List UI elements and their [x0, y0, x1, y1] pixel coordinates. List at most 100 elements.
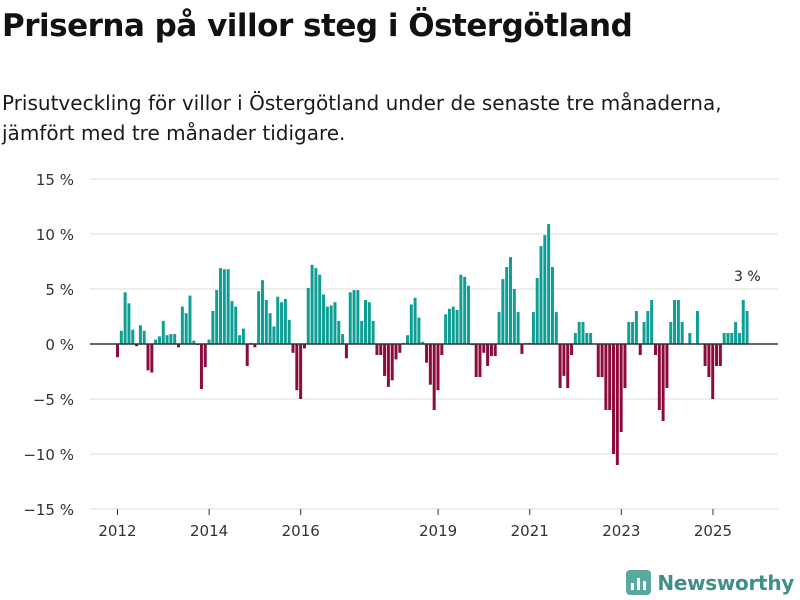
- x-axis: 2012 2014 2016 2019 2021 2023 2025: [98, 509, 732, 540]
- bar: [478, 344, 482, 377]
- bar: [539, 246, 543, 344]
- bar: [627, 322, 631, 344]
- bar: [299, 344, 303, 399]
- x-tick-label: 2012: [98, 522, 136, 540]
- bar: [257, 291, 261, 344]
- bar: [467, 285, 471, 344]
- bar: [165, 335, 169, 344]
- bar: [745, 311, 749, 344]
- bar: [241, 328, 245, 344]
- bar: [154, 339, 158, 344]
- bar: [669, 322, 673, 344]
- bar: [558, 344, 562, 388]
- bar: [428, 344, 432, 385]
- bar: [550, 267, 554, 344]
- bar: [566, 344, 570, 388]
- bar: [734, 322, 738, 344]
- bar: [295, 344, 299, 391]
- bar: [341, 334, 345, 344]
- bar: [451, 306, 455, 344]
- bar: [184, 313, 188, 344]
- bar: [631, 322, 635, 344]
- bar: [516, 312, 520, 344]
- bar: [398, 344, 402, 353]
- bar: [646, 311, 650, 344]
- chart-subtitle: Prisutveckling för villor i Östergötland…: [2, 91, 722, 145]
- bar: [642, 322, 646, 344]
- bar: [268, 313, 272, 344]
- bar: [554, 312, 558, 344]
- bar: [188, 295, 192, 344]
- bar: [612, 344, 615, 454]
- bar: [310, 264, 314, 344]
- bar: [711, 344, 715, 399]
- bar: [688, 333, 692, 344]
- bar: [604, 344, 608, 410]
- bar: [333, 302, 337, 344]
- bar: [367, 302, 371, 344]
- bar: [222, 269, 226, 344]
- bar: [344, 344, 348, 359]
- bar: [287, 319, 291, 344]
- bar: [123, 292, 127, 344]
- x-tick-label: 2025: [694, 522, 732, 540]
- bar: [741, 300, 745, 344]
- bar: [726, 333, 730, 344]
- bar: [459, 274, 463, 344]
- newsworthy-logo: Newsworthy: [626, 570, 794, 595]
- bar: [371, 320, 375, 344]
- bar: [432, 344, 436, 410]
- bar: [234, 306, 238, 344]
- bar: [482, 344, 486, 353]
- last-value-label: 3 %: [734, 269, 761, 285]
- bar: [489, 344, 493, 357]
- y-tick-label: 0 %: [45, 336, 74, 354]
- bar: [535, 278, 539, 344]
- bar: [707, 344, 711, 377]
- bar: [264, 300, 268, 344]
- bar: [173, 334, 177, 344]
- bar: [703, 344, 707, 366]
- bar: [260, 280, 264, 344]
- bar: [623, 344, 627, 388]
- bar: [657, 344, 661, 410]
- y-tick-label: −15 %: [23, 501, 74, 519]
- y-tick-label: −5 %: [33, 391, 74, 409]
- bar: [302, 344, 306, 349]
- bar: [570, 344, 574, 355]
- bar: [211, 311, 215, 344]
- bar: [157, 336, 161, 344]
- x-tick-label: 2021: [511, 522, 549, 540]
- bar: [253, 344, 257, 348]
- bar: [207, 339, 211, 344]
- bar: [654, 344, 657, 355]
- bar: [463, 276, 467, 344]
- bar: [199, 344, 203, 390]
- bar: [138, 325, 142, 344]
- bar: [375, 344, 379, 355]
- bar: [589, 333, 593, 344]
- bar: [501, 279, 505, 344]
- bar: [356, 290, 360, 344]
- x-tick-label: 2016: [282, 522, 320, 540]
- bar: [425, 344, 429, 363]
- bar: [230, 301, 234, 344]
- bar: [219, 268, 222, 344]
- bar: [673, 300, 677, 344]
- bar: [520, 344, 524, 354]
- bar: [715, 344, 719, 366]
- bar: [142, 330, 146, 344]
- bar: [405, 335, 409, 344]
- bar: [215, 290, 219, 344]
- bar: [581, 322, 585, 344]
- bar: [512, 289, 516, 344]
- bar: [150, 344, 154, 373]
- bar: [497, 312, 501, 344]
- bar: [119, 330, 123, 344]
- bar: [280, 302, 284, 344]
- bar: [722, 333, 726, 344]
- bar: [493, 344, 497, 357]
- bar: [192, 340, 196, 344]
- bar: [379, 344, 383, 355]
